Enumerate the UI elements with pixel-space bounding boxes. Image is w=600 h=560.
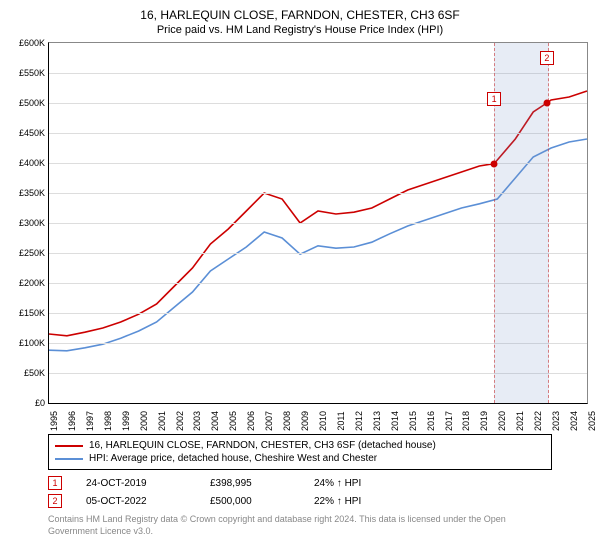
chart-plot-area: £0£50K£100K£150K£200K£250K£300K£350K£400… — [48, 42, 588, 404]
x-axis-label: 1999 — [121, 411, 131, 431]
x-axis-label: 2007 — [264, 411, 274, 431]
footer-price: £500,000 — [210, 496, 290, 507]
x-axis-label: 2022 — [533, 411, 543, 431]
x-axis-label: 2010 — [318, 411, 328, 431]
x-axis-label: 1996 — [67, 411, 77, 431]
x-axis-label: 2017 — [444, 411, 454, 431]
footer-delta: 22% ↑ HPI — [314, 496, 361, 507]
x-axis-label: 2018 — [461, 411, 471, 431]
footer-delta: 24% ↑ HPI — [314, 478, 361, 489]
footer-marker: 2 — [48, 494, 62, 508]
x-axis-label: 2011 — [336, 411, 346, 430]
chart-container: 16, HARLEQUIN CLOSE, FARNDON, CHESTER, C… — [0, 0, 600, 560]
x-axis-label: 2020 — [497, 411, 507, 431]
y-axis-label: £600K — [19, 38, 45, 48]
attribution-text: Contains HM Land Registry data © Crown c… — [48, 514, 552, 537]
x-axis-label: 2016 — [426, 411, 436, 431]
x-axis-label: 1998 — [103, 411, 113, 431]
x-axis-label: 1997 — [85, 411, 95, 431]
legend-label: HPI: Average price, detached house, Ches… — [89, 453, 377, 464]
y-axis-label: £150K — [19, 308, 45, 318]
y-axis-label: £500K — [19, 98, 45, 108]
x-axis-label: 2000 — [139, 411, 149, 431]
footer-row: 1 24-OCT-2019 £398,995 24% ↑ HPI — [48, 476, 552, 490]
legend-label: 16, HARLEQUIN CLOSE, FARNDON, CHESTER, C… — [89, 440, 436, 451]
highlight-band — [494, 43, 549, 403]
y-axis-label: £50K — [24, 368, 45, 378]
chart-subtitle: Price paid vs. HM Land Registry's House … — [0, 22, 600, 42]
y-axis-label: £200K — [19, 278, 45, 288]
footer-price: £398,995 — [210, 478, 290, 489]
x-axis-label: 2002 — [175, 411, 185, 431]
x-axis-label: 2005 — [228, 411, 238, 431]
legend-item: HPI: Average price, detached house, Ches… — [55, 452, 545, 465]
footer-date: 05-OCT-2022 — [86, 496, 186, 507]
x-axis-label: 2012 — [354, 411, 364, 431]
y-axis-label: £0 — [35, 398, 45, 408]
y-axis-label: £400K — [19, 158, 45, 168]
x-axis-label: 2014 — [390, 411, 400, 431]
x-axis-label: 2021 — [515, 411, 525, 431]
x-axis-label: 2008 — [282, 411, 292, 431]
y-axis-label: £300K — [19, 218, 45, 228]
x-axis-label: 2013 — [372, 411, 382, 431]
legend-swatch — [55, 458, 83, 460]
footer-marker: 1 — [48, 476, 62, 490]
x-axis-label: 2009 — [300, 411, 310, 431]
marker-label: 2 — [540, 51, 554, 65]
chart-legend: 16, HARLEQUIN CLOSE, FARNDON, CHESTER, C… — [48, 434, 552, 470]
x-axis-label: 2024 — [569, 411, 579, 431]
x-axis-label: 2019 — [479, 411, 489, 431]
y-axis-label: £100K — [19, 338, 45, 348]
footer-data-rows: 1 24-OCT-2019 £398,995 24% ↑ HPI 2 05-OCT-202… — [0, 476, 600, 508]
x-axis-label: 2025 — [587, 411, 597, 431]
y-axis-label: £250K — [19, 248, 45, 258]
x-axis-label: 2023 — [551, 411, 561, 431]
legend-item: 16, HARLEQUIN CLOSE, FARNDON, CHESTER, C… — [55, 439, 545, 452]
x-axis-label: 2015 — [408, 411, 418, 431]
footer-date: 24-OCT-2019 — [86, 478, 186, 489]
x-axis-label: 2003 — [192, 411, 202, 431]
y-axis-label: £450K — [19, 128, 45, 138]
marker-label: 1 — [487, 92, 501, 106]
chart-title: 16, HARLEQUIN CLOSE, FARNDON, CHESTER, C… — [0, 0, 600, 22]
legend-swatch — [55, 445, 83, 447]
marker-dot — [543, 100, 550, 107]
x-axis-label: 2006 — [246, 411, 256, 431]
marker-dot — [491, 160, 498, 167]
x-axis-label: 2001 — [157, 411, 167, 431]
x-axis-label: 1995 — [49, 411, 59, 431]
footer-row: 2 05-OCT-2022 £500,000 22% ↑ HPI — [48, 494, 552, 508]
x-axis-label: 2004 — [210, 411, 220, 431]
y-axis-label: £350K — [19, 188, 45, 198]
y-axis-label: £550K — [19, 68, 45, 78]
